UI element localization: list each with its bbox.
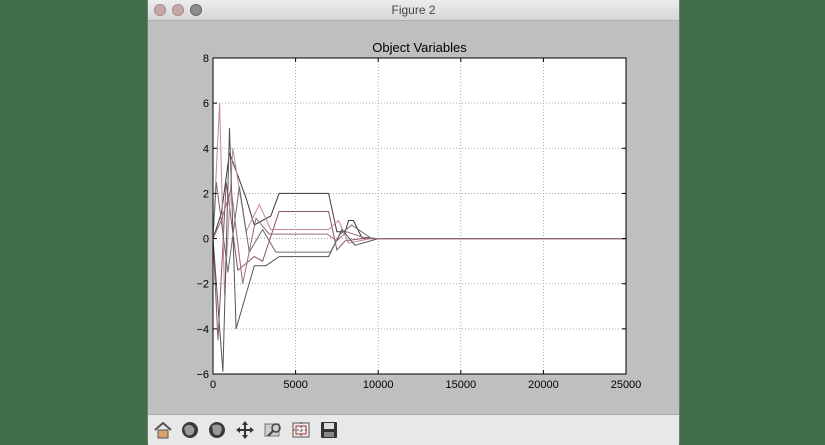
series-line-1 [212, 152, 626, 240]
series-line-6 [212, 188, 626, 284]
x-tick-label: 0 [210, 379, 216, 391]
configure-subplots-icon [292, 422, 310, 438]
y-tick-label: 2 [203, 188, 209, 200]
x-tick-label: 25000 [611, 379, 642, 391]
pan-button[interactable] [234, 419, 256, 441]
window-title: Figure 2 [391, 3, 436, 17]
figure-window: Figure 2 0 5000 10000 15000 20000 25000 −6 −4 −2… [147, 0, 680, 445]
series-line-5 [212, 182, 626, 273]
forward-icon [209, 422, 225, 438]
back-button[interactable] [179, 419, 201, 441]
zoom-window-button[interactable] [190, 4, 202, 16]
y-tick-label: 6 [203, 98, 209, 110]
configure-subplots-button[interactable] [290, 419, 312, 441]
home-button[interactable] [152, 419, 174, 441]
title-bar: Figure 2 [148, 0, 679, 21]
series-line-4 [212, 127, 626, 372]
x-tick-label: 20000 [528, 379, 559, 391]
x-tick-label: 15000 [446, 379, 477, 391]
close-window-button[interactable] [154, 4, 166, 16]
navigation-toolbar [148, 414, 679, 445]
y-tick-label: −4 [196, 324, 209, 336]
chart-title: Object Variables [372, 40, 467, 55]
y-tick-label: 4 [203, 143, 209, 155]
minimize-window-button[interactable] [172, 4, 184, 16]
chart: 0 5000 10000 15000 20000 25000 −6 −4 −2 0 2 4 6 8 Obje… [196, 40, 642, 391]
save-button[interactable] [318, 419, 340, 441]
plot-area [213, 58, 626, 374]
home-icon [154, 421, 172, 439]
zoom-button[interactable] [262, 419, 284, 441]
y-tick-label: 0 [203, 234, 209, 246]
back-icon [182, 422, 198, 438]
save-icon [321, 422, 337, 438]
y-tick-label: −2 [196, 279, 209, 291]
zoom-icon [264, 423, 281, 437]
axes-frame [212, 57, 627, 375]
figure-canvas[interactable]: 0 5000 10000 15000 20000 25000 −6 −4 −2 0 2 4 6 8 Obje… [148, 20, 679, 412]
pan-icon [236, 421, 254, 439]
x-tick-label: 10000 [363, 379, 394, 391]
forward-button[interactable] [206, 419, 228, 441]
y-tick-label: −6 [196, 369, 209, 381]
y-tick-label: 8 [203, 53, 209, 65]
x-tick-label: 5000 [283, 379, 307, 391]
